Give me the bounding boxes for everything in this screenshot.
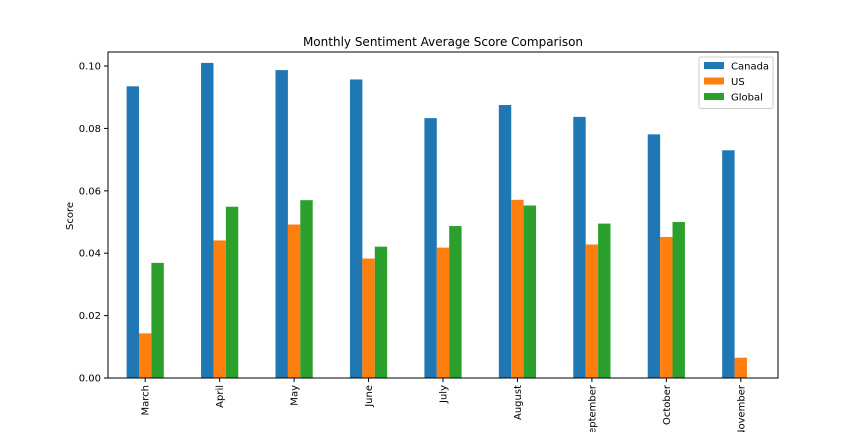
y-tick-label: 0.06 [79, 186, 101, 197]
x-tick-label: March [141, 385, 152, 415]
legend-label-us: US [731, 77, 745, 88]
bar-global-august [523, 205, 537, 378]
legend-swatch-global [704, 93, 724, 100]
legend-swatch-us [704, 77, 724, 85]
bar-canada-september [573, 116, 586, 378]
bar-us-june [362, 258, 375, 378]
bar-canada-june [349, 79, 363, 378]
x-tick-label: June [364, 385, 375, 408]
bar-canada-august [498, 105, 512, 378]
bar-us-august [511, 199, 524, 378]
bar-us-july [436, 247, 450, 378]
bar-canada-october [647, 134, 661, 378]
bar-global-march [151, 262, 164, 378]
bars-layer [126, 62, 747, 379]
bar-canada-may [275, 70, 288, 378]
legend-label-canada: Canada [731, 62, 769, 73]
bar-us-october [660, 236, 673, 378]
x-tick-label: July [439, 385, 450, 404]
y-axis-label: Score [65, 202, 76, 230]
legend-label-global: Global [731, 93, 763, 104]
legend-swatch-canada [704, 62, 724, 69]
bar-us-april [213, 240, 226, 378]
bar-global-june [374, 246, 388, 378]
y-tick-label: 0.10 [79, 62, 101, 73]
bar-us-may [287, 224, 301, 378]
x-tick-label: August [513, 385, 524, 420]
bar-global-july [449, 226, 462, 378]
bar-global-april [225, 206, 239, 378]
bar-canada-july [424, 118, 437, 378]
x-tick-label: April [215, 385, 226, 408]
bar-global-may [300, 200, 313, 378]
x-tick-label: November [736, 384, 747, 432]
bar-canada-march [126, 86, 140, 378]
x-tick-label: September [587, 384, 598, 432]
bar-us-september [585, 244, 599, 378]
bar-global-october [672, 222, 685, 378]
bar-us-november [734, 357, 747, 378]
y-tick-label: 0.08 [79, 124, 101, 135]
bar-global-september [598, 223, 611, 378]
bar-canada-april [201, 62, 214, 379]
axes-layer: 0.00 0.02 0.04 0.06 0.08 0.10 March April May Jun… [79, 51, 779, 432]
x-tick-label: October [662, 384, 673, 425]
y-tick-label: 0.04 [79, 249, 101, 260]
x-tick-label: May [290, 385, 301, 406]
y-tick-label: 0.00 [79, 374, 101, 385]
chart-title: Monthly Sentiment Average Score Comparis… [303, 35, 583, 49]
bar-us-march [139, 333, 152, 378]
y-tick-label: 0.02 [79, 311, 101, 322]
bar-canada-november [722, 150, 735, 378]
legend: Canada US Global [698, 56, 774, 109]
